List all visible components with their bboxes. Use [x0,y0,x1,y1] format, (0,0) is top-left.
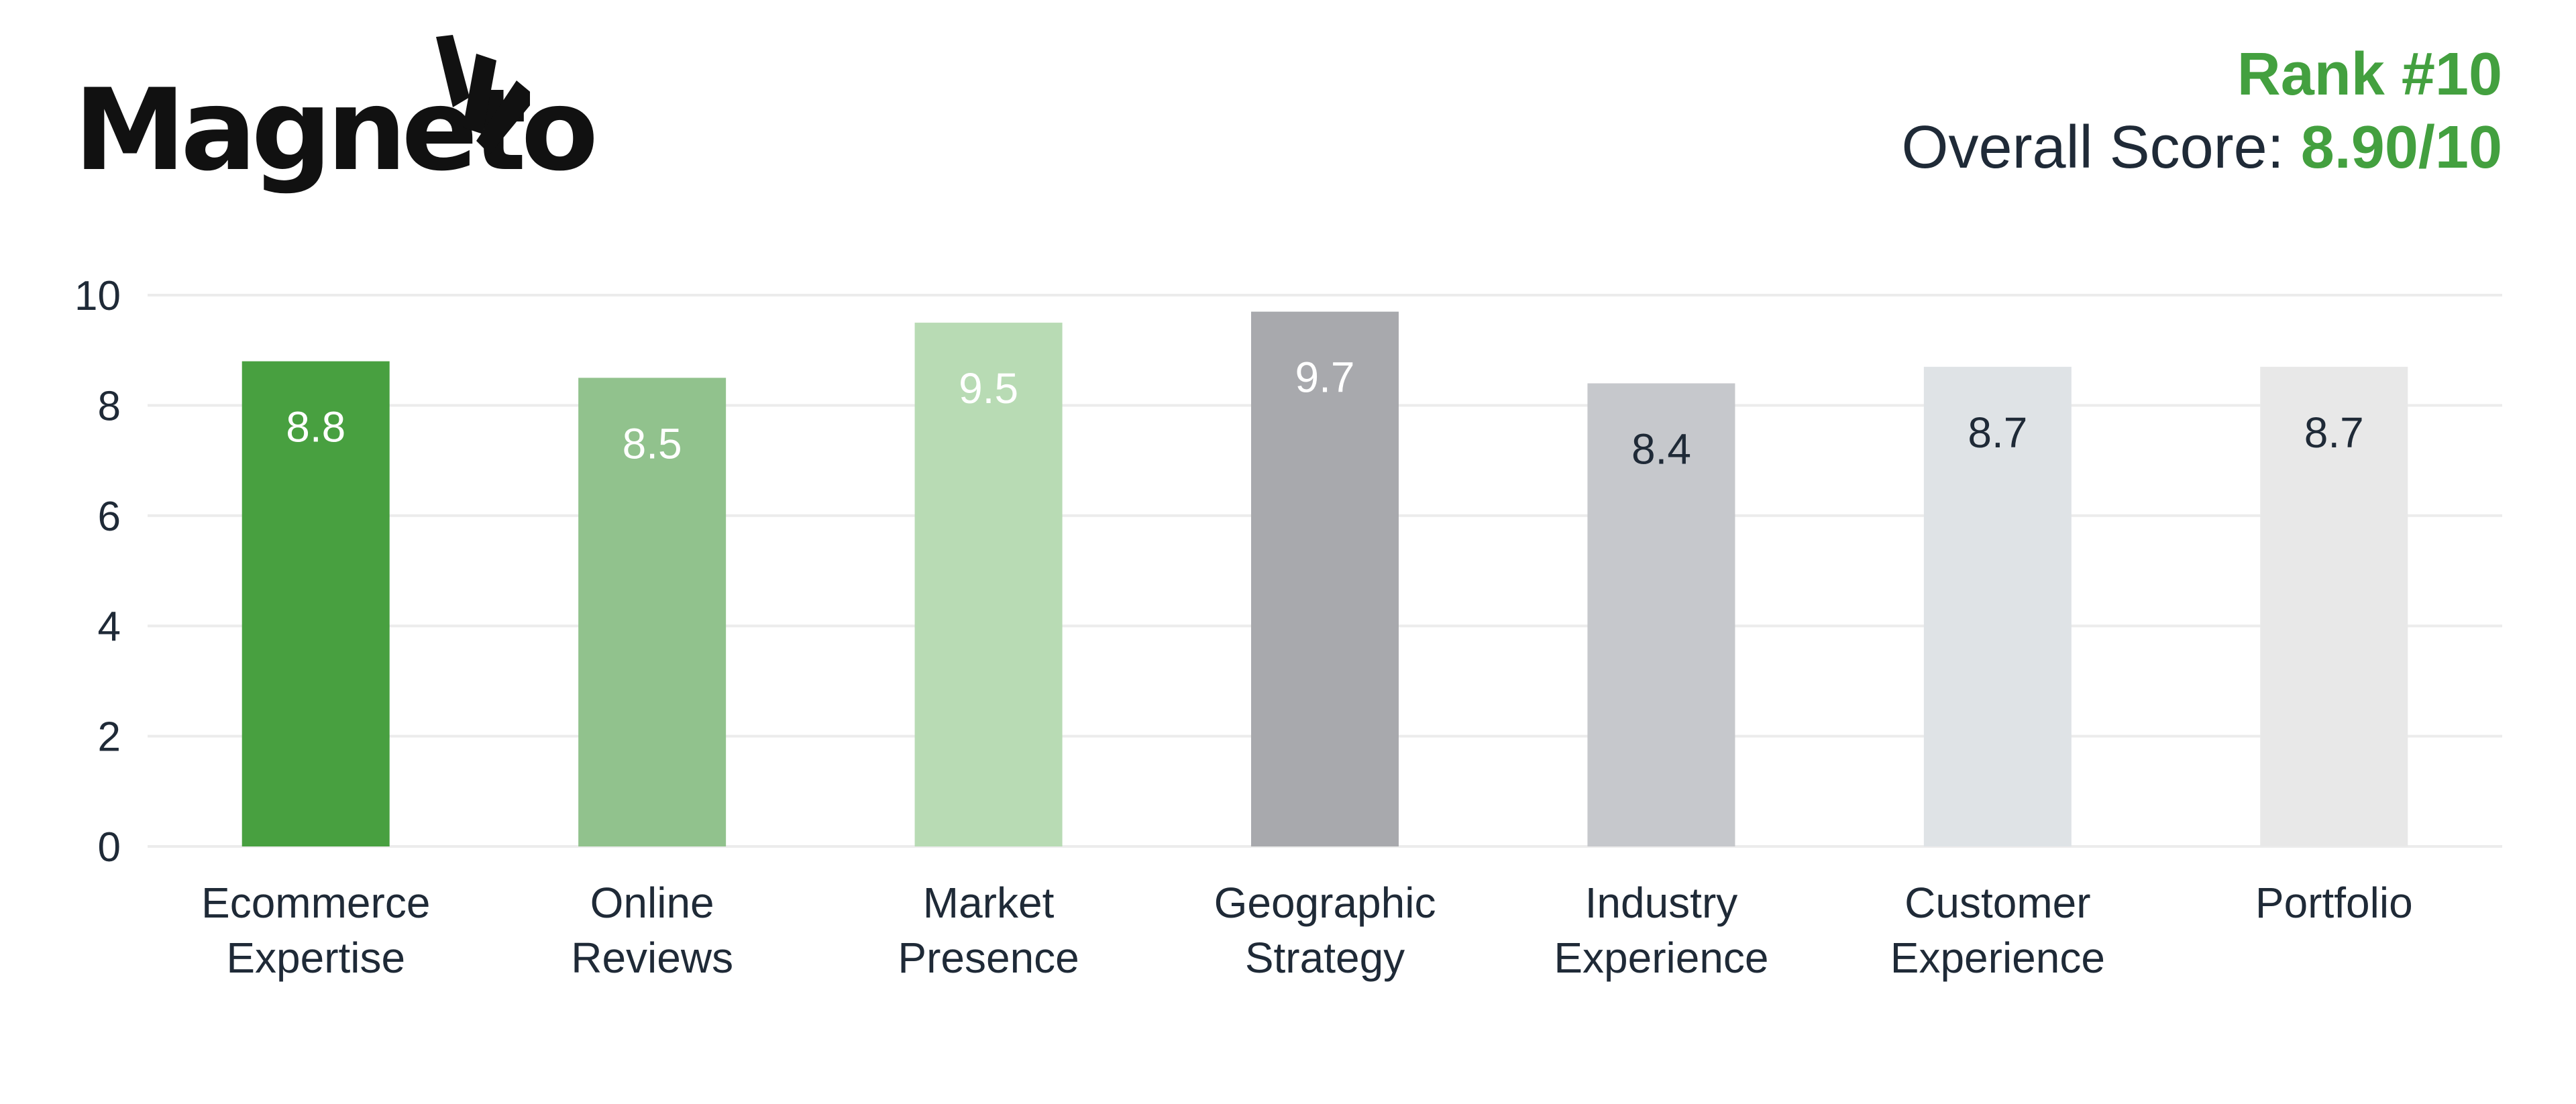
magneto-logo: Magneto [74,34,598,195]
x-category-label: Industry [1585,879,1738,927]
x-category-label: Expertise [226,934,405,982]
x-category-label: Online [590,879,714,927]
x-category-label: Geographic [1214,879,1436,927]
x-category-label: Reviews [571,934,733,982]
data-label: 8.8 [286,403,345,451]
bar [1923,366,2072,846]
overall-score-value: 8.90/10 [2300,113,2502,181]
y-tick-label: 8 [98,383,121,429]
y-tick-label: 0 [98,824,121,871]
bar [914,323,1063,847]
y-tick-label: 10 [74,273,121,319]
x-category-label: Presence [898,934,1079,982]
y-tick-label: 6 [98,494,121,540]
x-category-label: Strategy [1245,934,1405,982]
x-category-label: Experience [1890,934,2105,982]
bar [2260,366,2408,846]
data-label: 8.7 [2304,408,2364,457]
bar [241,361,390,846]
overall-score: Overall Score: 8.90/10 [1902,110,2502,186]
logo-stripes-icon [436,35,530,154]
x-category-label: Customer [1904,879,2090,927]
data-label: 9.7 [1295,353,1355,402]
overall-score-label: Overall Score: [1901,113,2301,181]
x-category-label: Market [923,879,1055,927]
y-tick-label: 2 [98,714,121,761]
bar [578,378,727,846]
data-label: 8.4 [1631,425,1691,474]
score-summary: Rank #10 Overall Score: 8.90/10 [1902,40,2502,185]
rank-label: Rank #10 [2237,41,2502,108]
x-category-label: Portfolio [2255,879,2413,927]
data-label: 9.5 [959,364,1018,412]
x-category-label: Ecommerce [201,879,430,927]
bar [1251,311,1399,846]
data-label: 8.5 [623,419,682,467]
y-tick-label: 4 [98,604,121,650]
bar [1587,383,1735,846]
x-category-label: Experience [1554,934,1768,982]
data-label: 8.7 [1968,408,2027,457]
